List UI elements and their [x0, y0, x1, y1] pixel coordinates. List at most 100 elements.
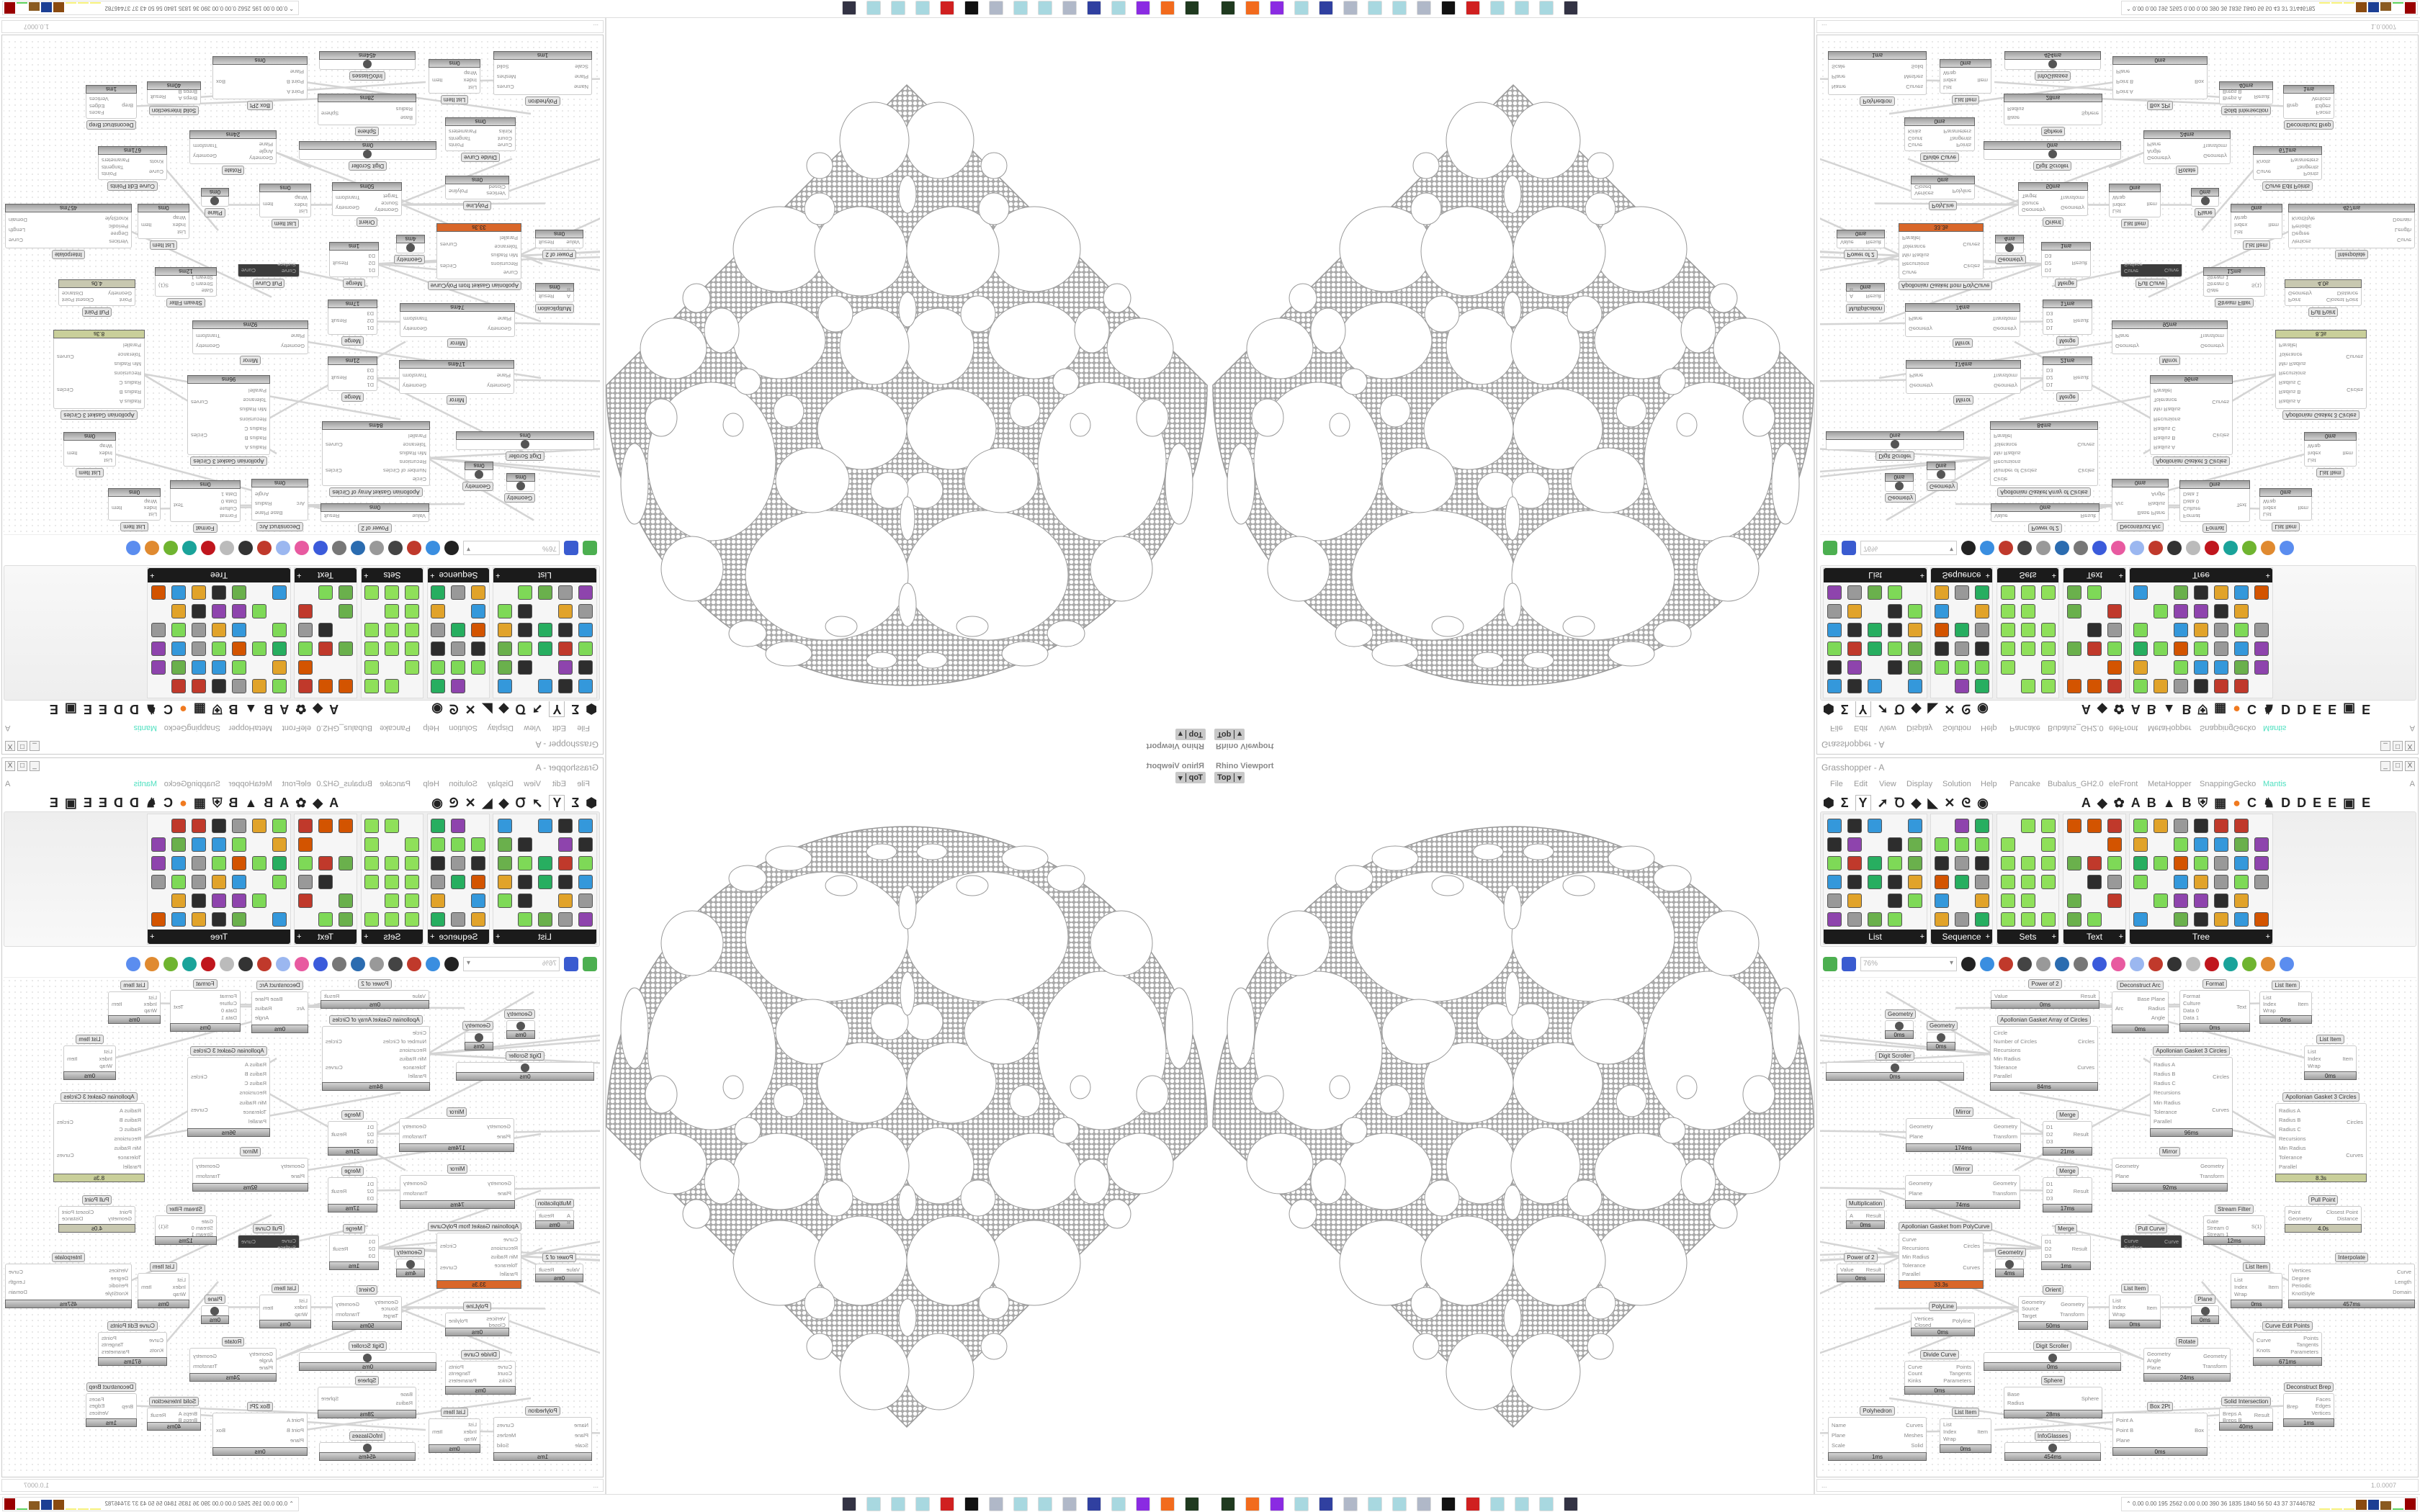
- output-port[interactable]: Meshes: [497, 1431, 516, 1439]
- node-pull-point[interactable]: Pull Point Point Geometry Closest Point Dist…: [58, 1195, 135, 1233]
- notepad-icon[interactable]: [891, 1, 905, 15]
- component-icon[interactable]: [298, 894, 313, 908]
- component-icon[interactable]: [2234, 894, 2249, 908]
- component-icon[interactable]: [578, 837, 593, 852]
- menu-help[interactable]: Help: [423, 724, 439, 732]
- input-port[interactable]: Culture: [219, 1000, 237, 1007]
- output-port[interactable]: Item: [432, 1428, 443, 1435]
- node-digit-scroller[interactable]: Digit Scroller 0ms: [1826, 1051, 1964, 1081]
- input-port[interactable]: Geometry: [488, 325, 511, 333]
- ribbon-panel-label[interactable]: Sequence +: [428, 930, 489, 944]
- input-port[interactable]: Value: [1994, 513, 2008, 519]
- input-port[interactable]: Index: [294, 1304, 308, 1311]
- notepad-icon[interactable]: [915, 1, 930, 15]
- input-port[interactable]: Angle: [2147, 1357, 2161, 1364]
- email-icon[interactable]: [369, 541, 384, 555]
- component-icon[interactable]: [232, 660, 246, 675]
- preview-eye-icon[interactable]: [426, 957, 440, 971]
- monitor-icon[interactable]: [842, 1497, 856, 1511]
- red-app-icon[interactable]: [1466, 1497, 1480, 1511]
- input-port[interactable]: Curve: [281, 268, 296, 274]
- menu-help[interactable]: Help: [1981, 724, 1997, 732]
- component-icon[interactable]: [385, 875, 399, 889]
- component-tab[interactable]: ✕: [1944, 795, 1955, 810]
- component-icon[interactable]: [212, 623, 226, 637]
- component-icon[interactable]: [1888, 856, 1902, 870]
- component-icon[interactable]: [2234, 912, 2249, 927]
- component-icon[interactable]: [385, 679, 399, 693]
- node-apollonian-gasket-3-circles[interactable]: Apollonian Gasket 3 Circles Radius A Radiu…: [187, 375, 270, 466]
- new-file-icon[interactable]: [1823, 957, 1837, 971]
- component-icon[interactable]: [2021, 856, 2035, 870]
- output-port[interactable]: Tangents: [2296, 1341, 2318, 1349]
- component-icon[interactable]: [1847, 585, 1862, 600]
- node-orient[interactable]: Orient Geometry Source Target Geometry Transf…: [2018, 182, 2088, 227]
- node-merge[interactable]: Merge D1 D2 D3 Result 17ms: [328, 1166, 377, 1212]
- component-icon[interactable]: [212, 837, 226, 852]
- menu-mantis[interactable]: Mantis: [133, 724, 157, 732]
- menu-file[interactable]: File: [577, 724, 590, 732]
- input-port[interactable]: Plane: [290, 1436, 304, 1444]
- input-port[interactable]: Data 1: [220, 491, 237, 498]
- component-icon[interactable]: [578, 856, 593, 870]
- input-port[interactable]: Kinks: [1908, 128, 1922, 135]
- output-port[interactable]: Text: [174, 1004, 184, 1010]
- input-port[interactable]: Wrap: [173, 1290, 186, 1297]
- output-port[interactable]: Item: [1977, 77, 1988, 84]
- input-port[interactable]: Culture: [2183, 1000, 2201, 1007]
- input-port[interactable]: Geometry: [281, 1162, 305, 1169]
- output-port[interactable]: Result: [331, 374, 347, 381]
- monitor-icon[interactable]: [842, 1, 856, 15]
- node-polyhedron[interactable]: Polyhedron Name Plane Scale Curves Meshes Soli…: [1828, 1406, 1927, 1461]
- component-icon[interactable]: [1888, 660, 1902, 675]
- component-icon[interactable]: [272, 875, 287, 889]
- input-port[interactable]: Parallel: [2154, 1117, 2172, 1125]
- component-icon[interactable]: [1847, 856, 1862, 870]
- component-tab[interactable]: Ꝺ: [1894, 796, 1905, 810]
- red-app-icon[interactable]: [940, 1497, 954, 1511]
- node-orient[interactable]: Orient Geometry Source Target Geometry Transf…: [332, 182, 402, 227]
- component-tab[interactable]: Σ: [1840, 795, 1849, 810]
- component-icon[interactable]: [518, 875, 532, 889]
- output-port[interactable]: Length: [2395, 227, 2411, 234]
- input-port[interactable]: Stream 0: [2207, 1225, 2229, 1231]
- component-icon[interactable]: [298, 679, 313, 693]
- node-infoglasses[interactable]: InfoGlasses 454ms: [2004, 1431, 2101, 1461]
- input-port[interactable]: Radius C: [2279, 1126, 2301, 1133]
- component-icon[interactable]: [298, 819, 313, 833]
- input-port[interactable]: List: [2263, 994, 2272, 1001]
- component-icon[interactable]: [431, 660, 445, 675]
- input-port[interactable]: Geometry: [2147, 1351, 2171, 1358]
- input-port[interactable]: Wrap: [464, 1435, 477, 1442]
- node-plane[interactable]: Plane 0ms: [201, 1295, 229, 1324]
- component-icon[interactable]: [1827, 912, 1842, 927]
- terminal-icon[interactable]: [1185, 1, 1199, 15]
- menu-mantis[interactable]: Mantis: [133, 780, 157, 788]
- component-tab[interactable]: ◆: [498, 795, 509, 810]
- component-icon[interactable]: [2174, 585, 2188, 600]
- output-port[interactable]: Curve: [2396, 1268, 2411, 1275]
- input-port[interactable]: Closed: [1914, 1322, 1932, 1328]
- component-icon[interactable]: [558, 819, 573, 833]
- input-port[interactable]: Value: [412, 993, 426, 999]
- notepad-icon[interactable]: [1013, 1, 1028, 15]
- component-icon[interactable]: [471, 642, 485, 656]
- component-icon[interactable]: [2107, 856, 2122, 870]
- input-port[interactable]: KnotStyle: [104, 1290, 128, 1297]
- component-icon[interactable]: [518, 642, 532, 656]
- input-port[interactable]: Index: [143, 505, 157, 511]
- menu-help[interactable]: Help: [423, 780, 439, 788]
- output-port[interactable]: Points: [449, 1364, 464, 1371]
- component-tab[interactable]: ⬢: [1823, 795, 1834, 810]
- component-icon[interactable]: [2194, 912, 2208, 927]
- component-icon[interactable]: [2133, 585, 2148, 600]
- input-port[interactable]: Value: [566, 239, 580, 246]
- component-icon[interactable]: [192, 894, 206, 908]
- component-icon[interactable]: [298, 642, 313, 656]
- lightbulb-icon[interactable]: [2130, 957, 2144, 971]
- node-geometry[interactable]: Geometry 4ms: [393, 235, 425, 264]
- teal-icon[interactable]: [182, 541, 197, 555]
- node-sphere[interactable]: Sphere Base Radius Sphere 28ms: [2004, 94, 2102, 136]
- output-port[interactable]: Curves: [326, 441, 343, 449]
- component-icon[interactable]: [1827, 837, 1842, 852]
